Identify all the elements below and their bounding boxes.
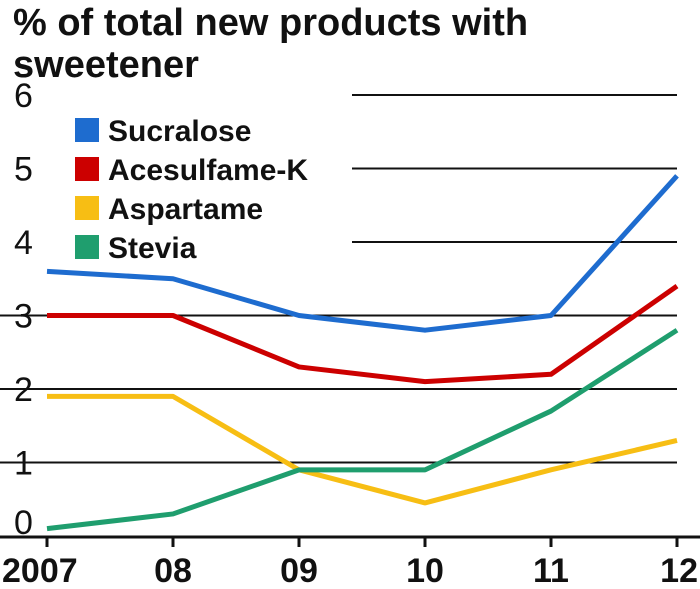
legend-swatch (75, 157, 99, 181)
y-tick-label: 3 (14, 298, 33, 336)
y-tick-label: 6 (14, 77, 33, 115)
y-tick-label: 2 (14, 371, 33, 409)
x-tick-label: 09 (280, 552, 318, 589)
legend-swatch (75, 235, 99, 259)
series-line-stevia (46, 328, 679, 532)
legend-swatch (75, 196, 99, 220)
x-tick-label: 10 (406, 552, 444, 589)
legend-label: Sucralose (108, 115, 251, 148)
y-axis-ticks: 0 1 2 3 4 5 6 (14, 77, 33, 542)
legend-label: Acesulfame-K (108, 154, 308, 187)
x-tick-label: 2007 (2, 552, 78, 589)
y-tick-label: 5 (14, 151, 33, 189)
y-tick-label: 1 (14, 445, 33, 483)
chart-title: % of total new products with sweetener (13, 2, 529, 86)
y-tick-label: 0 (14, 504, 33, 542)
legend-swatch (75, 118, 99, 142)
x-tick-label: 12 (660, 552, 698, 589)
series-lines (46, 174, 679, 532)
x-tick-label: 11 (533, 552, 569, 589)
x-tick-label: 08 (154, 552, 192, 589)
y-tick-label: 4 (14, 224, 33, 262)
series-line-aspartame (47, 393, 678, 506)
legend-label: Stevia (108, 232, 197, 265)
series-line-acesulfame-k (47, 284, 679, 385)
legend-label: Aspartame (108, 193, 263, 226)
x-axis (0, 535, 700, 547)
legend: Sucralose Acesulfame-K Aspartame Stevia (75, 115, 308, 265)
gridlines (0, 94, 677, 464)
x-axis-ticks: 2007 08 09 10 11 12 (2, 552, 698, 589)
series-line-sucralose (46, 174, 679, 333)
